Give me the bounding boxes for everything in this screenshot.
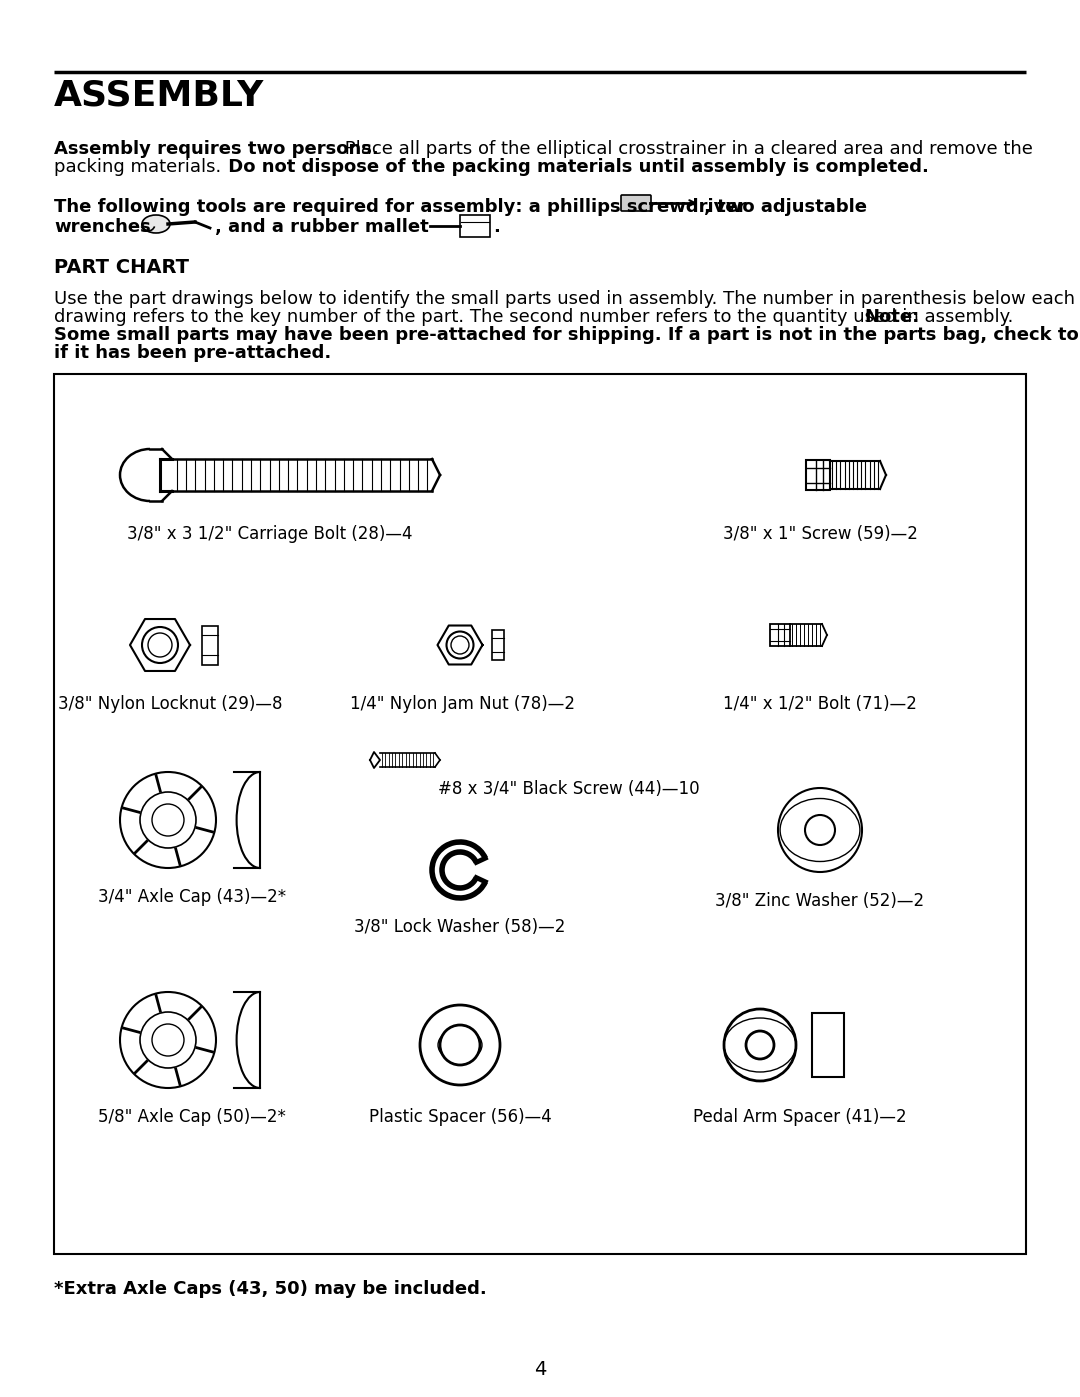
- Circle shape: [451, 636, 469, 654]
- Text: Some small parts may have been pre-attached for shipping. If a part is not in th: Some small parts may have been pre-attac…: [54, 326, 1080, 344]
- Text: PART CHART: PART CHART: [54, 258, 189, 277]
- Text: 4: 4: [534, 1361, 546, 1379]
- Ellipse shape: [141, 215, 170, 233]
- Text: 3/8" x 3 1/2" Carriage Bolt (28)—4: 3/8" x 3 1/2" Carriage Bolt (28)—4: [127, 525, 413, 543]
- Text: 3/8" x 1" Screw (59)—2: 3/8" x 1" Screw (59)—2: [723, 525, 917, 543]
- Circle shape: [152, 805, 184, 835]
- Text: *Extra Axle Caps (43, 50) may be included.: *Extra Axle Caps (43, 50) may be include…: [54, 1280, 487, 1298]
- Text: Note:: Note:: [864, 307, 919, 326]
- Bar: [460, 215, 490, 237]
- Text: packing materials.: packing materials.: [54, 158, 221, 176]
- Circle shape: [778, 788, 862, 872]
- Circle shape: [140, 1011, 195, 1067]
- Text: .: .: [492, 218, 500, 236]
- Circle shape: [724, 1009, 796, 1081]
- Circle shape: [120, 992, 216, 1088]
- Circle shape: [141, 627, 178, 664]
- Bar: [491, 630, 503, 659]
- Text: 1/4" x 1/2" Bolt (71)—2: 1/4" x 1/2" Bolt (71)—2: [724, 694, 917, 712]
- Circle shape: [152, 1024, 184, 1056]
- Text: drawing refers to the key number of the part. The second number refers to the qu: drawing refers to the key number of the …: [54, 307, 1020, 326]
- Circle shape: [805, 814, 835, 845]
- Text: 3/8" Zinc Washer (52)—2: 3/8" Zinc Washer (52)—2: [715, 893, 924, 909]
- Text: wrenches: wrenches: [54, 218, 151, 236]
- Circle shape: [746, 1031, 774, 1059]
- Text: Place all parts of the elliptical crosstrainer in a cleared area and remove the: Place all parts of the elliptical crosst…: [339, 140, 1032, 158]
- Text: The following tools are required for assembly: a phillips screwdriver: The following tools are required for ass…: [54, 198, 746, 217]
- Text: Pedal Arm Spacer (41)—2: Pedal Arm Spacer (41)—2: [693, 1108, 907, 1126]
- Text: 5/8" Axle Cap (50)—2*: 5/8" Axle Cap (50)—2*: [98, 1108, 286, 1126]
- Text: Do not dispose of the packing materials until assembly is completed.: Do not dispose of the packing materials …: [222, 158, 929, 176]
- Circle shape: [446, 631, 473, 658]
- Text: Use the part drawings below to identify the small parts used in assembly. The nu: Use the part drawings below to identify …: [54, 291, 1075, 307]
- Text: 1/4" Nylon Jam Nut (78)—2: 1/4" Nylon Jam Nut (78)—2: [350, 694, 575, 712]
- Text: Assembly requires two persons.: Assembly requires two persons.: [54, 140, 379, 158]
- Circle shape: [440, 1025, 480, 1065]
- Text: , and a rubber mallet: , and a rubber mallet: [215, 218, 429, 236]
- FancyBboxPatch shape: [621, 196, 651, 211]
- Text: ASSEMBLY: ASSEMBLY: [54, 78, 265, 112]
- Circle shape: [420, 1004, 500, 1085]
- Text: , two adjustable: , two adjustable: [704, 198, 867, 217]
- Text: Plastic Spacer (56)—4: Plastic Spacer (56)—4: [368, 1108, 552, 1126]
- Text: #8 x 3/4" Black Screw (44)—10: #8 x 3/4" Black Screw (44)—10: [438, 780, 700, 798]
- Bar: [54, 374, 1026, 1255]
- Text: 3/8" Nylon Locknut (29)—8: 3/8" Nylon Locknut (29)—8: [57, 694, 282, 712]
- Bar: [770, 624, 789, 645]
- Text: if it has been pre-attached.: if it has been pre-attached.: [54, 344, 332, 362]
- Bar: [202, 626, 218, 665]
- Bar: [806, 460, 831, 490]
- Text: 3/4" Axle Cap (43)—2*: 3/4" Axle Cap (43)—2*: [98, 888, 286, 907]
- Circle shape: [120, 773, 216, 868]
- Circle shape: [140, 792, 195, 848]
- Text: 3/8" Lock Washer (58)—2: 3/8" Lock Washer (58)—2: [354, 918, 566, 936]
- Circle shape: [148, 633, 172, 657]
- Bar: [812, 1013, 843, 1077]
